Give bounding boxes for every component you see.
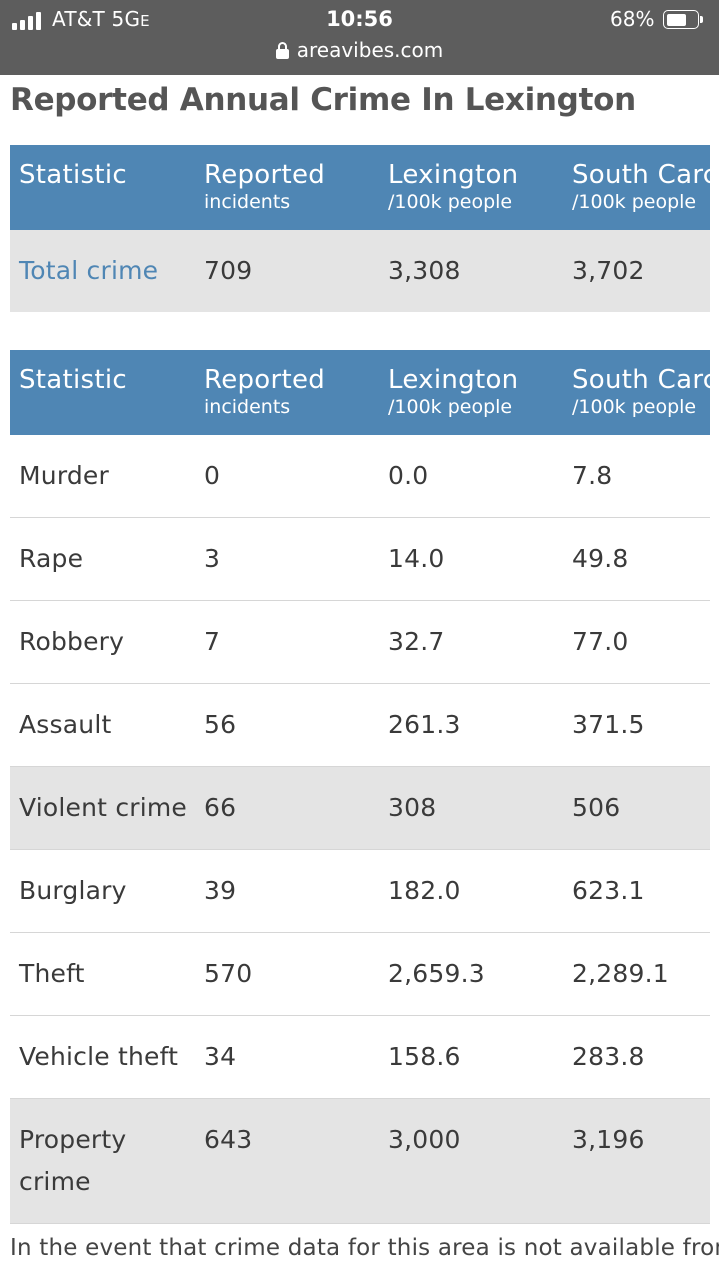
cell-reported: 570 [204,959,253,988]
header-state-rate: South Carc/100k people [572,160,710,213]
cell-state-rate: 2,289.1 [572,959,669,988]
table-row-summary: Property crime 643 3,000 3,196 [10,1099,710,1224]
header-reported: Reported incidents [204,365,326,418]
carrier-label: AT&T 5GE [52,7,150,31]
network-type: 5G [111,7,141,31]
status-bar: AT&T 5GE 10:56 68% areavibes.com [0,0,719,75]
table-row-summary: Violent crime 66 308 506 [10,767,710,850]
header-state-rate: South Carc/100k people [572,365,710,418]
header-statistic: Statistic [19,365,128,395]
cell-reported: 66 [204,793,237,822]
cell-statistic: Robbery [19,627,125,656]
lock-icon [275,42,289,59]
cellular-signal-icon [12,12,44,30]
table-row: Robbery 7 32.7 77.0 [10,601,710,684]
cell-local-rate: 14.0 [388,544,445,573]
cell-reported: 0 [204,461,221,490]
header-reported: Reported incidents [204,160,326,213]
cell-state-rate: 3,196 [572,1125,645,1154]
cell-statistic: Assault [19,710,112,739]
cell-reported: 3 [204,544,221,573]
cell-reported: 643 [204,1125,253,1154]
cell-reported: 34 [204,1042,237,1071]
cell-statistic: Violent crime [19,793,188,822]
cell-state-rate: 49.8 [572,544,629,573]
cell-statistic: Theft [19,959,85,988]
table-header: Statistic Reported incidents Lexington/10… [10,145,710,230]
table-header: Statistic Reported incidents Lexington/10… [10,350,710,435]
total-crime-link[interactable]: Total crime [19,256,159,285]
cell-state-rate: 623.1 [572,876,645,905]
table-row: Rape 3 14.0 49.8 [10,518,710,601]
cell-local-rate: 158.6 [388,1042,461,1071]
table-row: Murder 0 0.0 7.8 [10,435,710,518]
crime-data-note: In the event that crime data for this ar… [10,1235,719,1261]
cell-statistic: Murder [19,461,109,490]
cell-statistic: Vehicle theft [19,1042,179,1071]
cell-local-rate: 0.0 [388,461,429,490]
cell-state-rate: 371.5 [572,710,645,739]
cell-reported: 7 [204,627,221,656]
network-suffix: E [140,12,150,30]
cell-local-rate: 182.0 [388,876,461,905]
cell-local-rate: 32.7 [388,627,445,656]
cell-local-rate: 308 [388,793,437,822]
cell-statistic-line2: crime [19,1167,91,1196]
total-crime-table: Statistic Reported incidents Lexington/10… [10,145,710,312]
battery-icon [663,10,703,29]
cell-reported: 39 [204,876,237,905]
header-statistic: Statistic [19,160,128,190]
cell-reported: 56 [204,710,237,739]
cell-local-rate: 3,000 [388,1125,461,1154]
cell-state-rate: 7.8 [572,461,613,490]
carrier-name: AT&T [52,7,105,31]
cell-statistic: Burglary [19,876,127,905]
cell-state-rate: 3,702 [572,256,645,285]
table-row: Assault 56 261.3 371.5 [10,684,710,767]
page-title: Reported Annual Crime In Lexington [10,82,636,118]
cell-state-rate: 77.0 [572,627,629,656]
cell-local-rate: 261.3 [388,710,461,739]
header-local-rate: Lexington/100k people [388,160,519,213]
table-row: Theft 570 2,659.3 2,289.1 [10,933,710,1016]
cell-statistic: Property [19,1125,127,1154]
battery-percent: 68% [610,7,655,31]
cell-state-rate: 283.8 [572,1042,645,1071]
url-text: areavibes.com [296,38,444,62]
status-time: 10:56 [326,7,393,31]
cell-statistic: Rape [19,544,84,573]
cell-local-rate: 2,659.3 [388,959,485,988]
crime-breakdown-table: Statistic Reported incidents Lexington/10… [10,350,710,1224]
address-bar[interactable]: areavibes.com [0,38,719,66]
table-row: Vehicle theft 34 158.6 283.8 [10,1016,710,1099]
cell-state-rate: 506 [572,793,621,822]
cell-reported: 709 [204,256,253,285]
header-local-rate: Lexington/100k people [388,365,519,418]
table-row: Total crime 709 3,308 3,702 [10,230,710,312]
cell-local-rate: 3,308 [388,256,461,285]
table-row: Burglary 39 182.0 623.1 [10,850,710,933]
